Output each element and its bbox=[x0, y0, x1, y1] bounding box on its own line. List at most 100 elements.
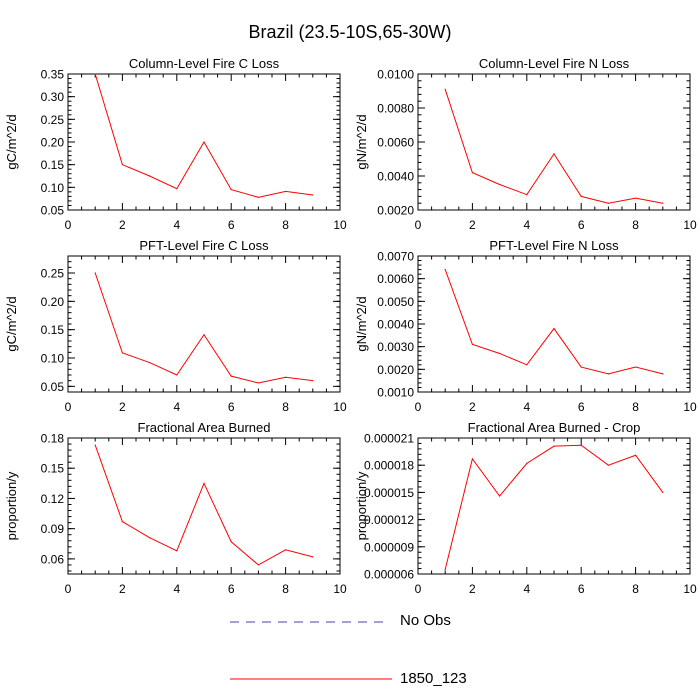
legend-line-1850-123 bbox=[230, 678, 392, 680]
data-point bbox=[526, 194, 528, 196]
y-tick-label: 0.15 bbox=[41, 158, 65, 172]
data-point bbox=[553, 153, 555, 155]
data-point bbox=[230, 541, 232, 543]
data-point bbox=[526, 462, 528, 464]
plot-frame bbox=[417, 73, 691, 211]
data-point bbox=[444, 269, 446, 271]
x-tick-label: 0 bbox=[65, 400, 72, 414]
data-point bbox=[662, 373, 664, 375]
x-tick-label: 8 bbox=[632, 218, 639, 232]
y-tick-label: 0.0060 bbox=[377, 272, 414, 286]
series-line bbox=[444, 269, 663, 375]
x-tick-label: 10 bbox=[683, 400, 697, 414]
data-point bbox=[94, 272, 96, 274]
data-point bbox=[203, 334, 205, 336]
figure-title: Brazil (23.5-10S,65-30W) bbox=[248, 22, 452, 42]
data-point bbox=[121, 521, 123, 523]
data-point bbox=[257, 196, 259, 198]
panel-title: PFT-Level Fire N Loss bbox=[489, 238, 619, 253]
data-point bbox=[580, 366, 582, 368]
data-point bbox=[312, 556, 314, 558]
data-point bbox=[607, 202, 609, 204]
y-axis-label: gN/m^2/d bbox=[354, 114, 369, 169]
y-tick-label: 0.05 bbox=[41, 380, 65, 394]
y-axis-label: gC/m^2/d bbox=[4, 296, 19, 351]
y-tick-label: 0.0020 bbox=[377, 363, 414, 377]
data-point bbox=[230, 189, 232, 191]
data-point bbox=[149, 537, 151, 539]
y-tick-label: 0.000012 bbox=[364, 513, 414, 527]
x-tick-label: 8 bbox=[282, 400, 289, 414]
panel-title: Fractional Area Burned bbox=[138, 420, 271, 435]
x-tick-label: 10 bbox=[333, 582, 347, 596]
x-tick-label: 10 bbox=[333, 218, 347, 232]
data-point bbox=[121, 352, 123, 354]
chart-panel-pft-fire-n-loss: PFT-Level Fire N Loss gN/m^2/d 0 2 4 6 8 10 0.00… bbox=[354, 238, 697, 414]
chart-panel-pft-fire-c-loss: PFT-Level Fire C Loss gC/m^2/d 0 2 4 6 8 10 0.05… bbox=[4, 238, 347, 414]
legend-label-no-obs: No Obs bbox=[400, 612, 451, 629]
data-point bbox=[312, 194, 314, 196]
y-tick-label: 0.0040 bbox=[377, 170, 414, 184]
y-tick-label: 0.05 bbox=[41, 204, 65, 218]
chart-panel-column-fire-c-loss: Column-Level Fire C Loss gC/m^2/d 0 2 4 6 8 10 0… bbox=[4, 56, 347, 232]
x-tick-label: 6 bbox=[228, 400, 235, 414]
chart-panel-column-fire-n-loss: Column-Level Fire N Loss gN/m^2/d 0 2 4 6 8 10 0… bbox=[354, 56, 697, 232]
x-tick-label: 10 bbox=[683, 582, 697, 596]
y-tick-label: 0.000015 bbox=[364, 486, 414, 500]
y-tick-label: 0.0010 bbox=[377, 386, 414, 400]
y-tick-label: 0.000009 bbox=[364, 540, 414, 554]
x-tick-label: 0 bbox=[65, 582, 72, 596]
y-tick-label: 0.000006 bbox=[364, 568, 414, 582]
x-tick-label: 4 bbox=[173, 400, 180, 414]
x-tick-label: 0 bbox=[415, 582, 422, 596]
data-point bbox=[635, 366, 637, 368]
x-tick-label: 2 bbox=[119, 218, 126, 232]
data-point bbox=[444, 568, 446, 571]
x-tick-label: 6 bbox=[578, 400, 585, 414]
x-tick-label: 8 bbox=[282, 218, 289, 232]
x-tick-label: 4 bbox=[523, 218, 530, 232]
data-point bbox=[526, 364, 528, 366]
data-point bbox=[312, 380, 314, 382]
x-tick-label: 2 bbox=[469, 218, 476, 232]
x-tick-label: 0 bbox=[415, 400, 422, 414]
data-point bbox=[94, 73, 96, 75]
y-tick-label: 0.0040 bbox=[377, 318, 414, 332]
x-tick-label: 2 bbox=[469, 582, 476, 596]
series-line bbox=[94, 272, 313, 384]
panel-title: Column-Level Fire C Loss bbox=[129, 56, 280, 71]
series-line bbox=[444, 89, 663, 204]
y-tick-label: 0.000018 bbox=[364, 459, 414, 473]
chart-panel-fractional-area-burned: Fractional Area Burned proportion/y 0 2 4 6 8 1… bbox=[4, 420, 347, 596]
series-line bbox=[444, 444, 664, 570]
data-point bbox=[499, 352, 501, 355]
y-tick-label: 0.25 bbox=[41, 267, 65, 281]
data-point bbox=[635, 197, 637, 199]
data-point bbox=[553, 445, 555, 447]
x-tick-label: 6 bbox=[578, 218, 585, 232]
x-tick-label: 6 bbox=[228, 218, 235, 232]
data-point bbox=[176, 188, 178, 190]
y-axis-label: proportion/y bbox=[4, 471, 19, 540]
y-tick-label: 0.20 bbox=[41, 136, 65, 150]
x-tick-label: 10 bbox=[683, 218, 697, 232]
panel-title: Column-Level Fire N Loss bbox=[479, 56, 630, 71]
data-point bbox=[149, 361, 151, 364]
y-tick-label: 0.10 bbox=[41, 352, 65, 366]
y-tick-label: 0.0080 bbox=[377, 102, 414, 116]
x-tick-label: 0 bbox=[65, 218, 72, 232]
y-tick-label: 0.15 bbox=[41, 462, 65, 476]
legend-line-no-obs bbox=[230, 621, 390, 623]
data-point bbox=[607, 373, 609, 375]
y-tick-label: 0.35 bbox=[41, 68, 65, 82]
x-tick-label: 4 bbox=[523, 582, 530, 596]
y-tick-label: 0.0100 bbox=[377, 68, 414, 82]
y-tick-label: 0.25 bbox=[41, 113, 65, 127]
y-tick-label: 0.0020 bbox=[377, 204, 414, 218]
x-tick-label: 10 bbox=[333, 400, 347, 414]
data-point bbox=[471, 458, 473, 460]
series-line bbox=[94, 444, 313, 566]
x-tick-label: 4 bbox=[523, 400, 530, 414]
data-point bbox=[285, 549, 287, 551]
data-point bbox=[580, 195, 582, 197]
